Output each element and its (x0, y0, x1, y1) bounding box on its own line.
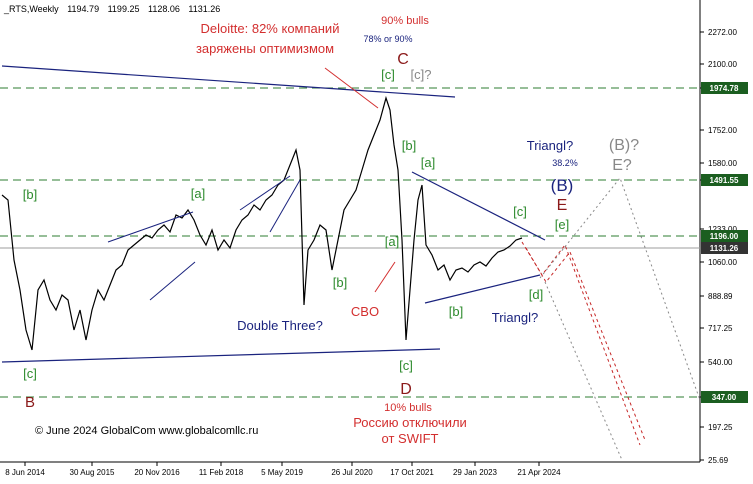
y-tick-label: 2272.00 (708, 28, 737, 37)
price-series-line (1, 95, 523, 351)
level-badge (701, 82, 748, 94)
wave-label-e: E (557, 197, 568, 214)
y-tick-label: 25.69 (708, 456, 729, 465)
x-tick-label: 20 Nov 2016 (134, 468, 180, 477)
wave-label-b: [b] (23, 187, 37, 202)
level-badge-label: 1491.55 (710, 176, 739, 185)
triangle-top-annotation: Triangl? (527, 138, 573, 153)
level-badge (701, 230, 748, 242)
close-value: 1131.26 (188, 4, 221, 14)
y-tick-label: 1752.00 (708, 126, 737, 135)
deloitte-annotation-line1: Deloitte: 82% компаний (201, 21, 340, 36)
wave-label-c: C (397, 51, 409, 68)
wave-a-upper-line (107, 211, 194, 243)
triangle-lower-line (424, 274, 541, 304)
low-value: 1128.06 (147, 4, 180, 14)
y-tick-label: 1060.00 (708, 258, 737, 267)
wave-label-c: [c] (399, 358, 413, 373)
x-tick-label: 5 May 2019 (261, 468, 303, 477)
y-tick-label: 717.25 (708, 324, 733, 333)
level-badge-label: 1131.26 (710, 244, 739, 253)
level-badge-label: 347.00 (712, 393, 737, 402)
level-badge (701, 174, 748, 186)
lower-trend-line (1, 348, 441, 363)
bulls-10-annotation: 10% bulls (384, 402, 432, 414)
deloitte-annotation-line2: заряжены оптимизмом (196, 41, 334, 56)
forecast-red-path-2 (525, 247, 646, 441)
y-tick-label: 197.25 (708, 423, 733, 432)
forecast-red-path-1 (521, 241, 641, 446)
wave-label-b: B (25, 394, 35, 411)
wave-label-b: (B) (551, 176, 574, 195)
wave-label-c: [c] (513, 204, 527, 219)
wave-b-lower-line (269, 179, 301, 233)
wave-a-lower-line (149, 261, 196, 301)
bulls-90-annotation: 90% bulls (381, 15, 429, 27)
y-tick-label: 540.00 (708, 358, 733, 367)
wave-label-d: D (400, 381, 412, 398)
wave-label-c: [c] (23, 366, 37, 381)
wave-label-a: [a] (421, 155, 435, 170)
wave-label-a: [a] (191, 186, 205, 201)
x-tick-label: 17 Oct 2021 (390, 468, 434, 477)
y-tick-label: 1580.00 (708, 159, 737, 168)
ratio-annotation: 78% or 90% (363, 34, 412, 44)
wave-label-a: [a] (385, 234, 399, 249)
x-tick-label: 11 Feb 2018 (199, 468, 244, 477)
forecast-gray-path-2 (544, 281, 623, 461)
upper-trend-line (1, 65, 456, 98)
double-three-annotation: Double Three? (237, 318, 323, 333)
wave-label-c: [c]? (411, 67, 432, 82)
triangle-bottom-annotation: Triangl? (492, 310, 538, 325)
x-tick-label: 29 Jan 2023 (453, 468, 498, 477)
cbo-annotation: CBO (351, 304, 379, 319)
symbol-label: _RTS,Weekly (4, 4, 59, 14)
level-badge-label: 1196.00 (710, 232, 739, 241)
wave-label-b: (B)? (609, 137, 639, 154)
wave-label-d: [d] (529, 287, 543, 302)
wave-label-c: [c] (381, 67, 395, 82)
x-tick-label: 26 Jul 2020 (331, 468, 373, 477)
wave-label-e: [e] (555, 217, 569, 232)
swift-annotation-line1: Россию отключили (353, 415, 467, 430)
wave-label-b: [b] (333, 275, 347, 290)
swift-annotation-line2: от SWIFT (382, 431, 439, 446)
y-tick-label: 888.89 (708, 292, 733, 301)
wave-label-b: [b] (402, 138, 416, 153)
y-tick-label: 1233.00 (708, 225, 737, 234)
level-badge-label: 1974.78 (710, 84, 739, 93)
wave-label-e: E? (612, 157, 632, 174)
level-badge (701, 391, 748, 403)
cbo-pointer-line (374, 261, 396, 293)
deloitte-pointer-line (324, 67, 379, 109)
wave-label-b: [b] (449, 304, 463, 319)
y-tick-label: 2100.00 (708, 60, 737, 69)
x-tick-label: 8 Jun 2014 (5, 468, 45, 477)
chart-header: _RTS,Weekly 1194.79 1199.25 1128.06 1131… (4, 4, 226, 14)
open-value: 1194.79 (67, 4, 100, 14)
x-tick-label: 30 Aug 2015 (70, 468, 115, 477)
current-price-badge (701, 242, 748, 254)
forecast-gray-path-1 (539, 176, 701, 401)
high-value: 1199.25 (107, 4, 140, 14)
triangle-upper-line (411, 171, 546, 241)
copyright-annotation: © June 2024 GlobalCom www.globalcomllc.r… (35, 425, 258, 437)
x-tick-label: 21 Apr 2024 (517, 468, 561, 477)
fib-382-annotation: 38.2% (552, 158, 578, 168)
wave-b-upper-line (239, 175, 291, 211)
